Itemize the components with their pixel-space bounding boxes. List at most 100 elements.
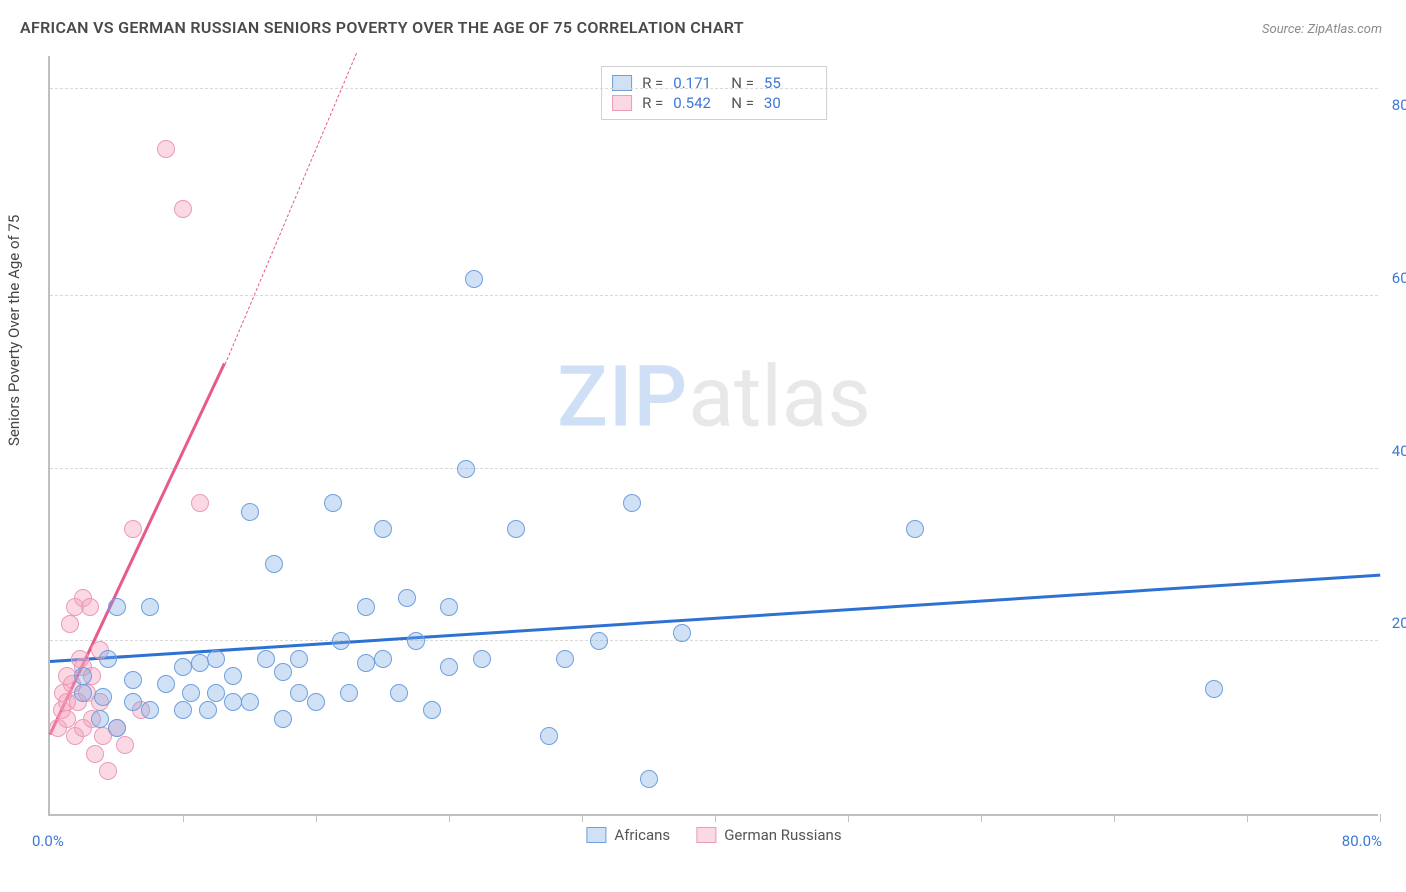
data-point-africans <box>324 494 342 512</box>
data-point-german_russians <box>86 745 104 763</box>
x-tick <box>1247 814 1248 822</box>
legend-item-africans: Africans <box>586 826 670 844</box>
swatch-german-russians <box>612 95 632 111</box>
data-point-africans <box>623 494 641 512</box>
data-point-africans <box>307 693 325 711</box>
data-point-africans <box>224 667 242 685</box>
data-point-africans <box>473 650 491 668</box>
trend-line <box>224 53 356 364</box>
data-point-africans <box>1205 680 1223 698</box>
data-point-africans <box>640 770 658 788</box>
data-point-africans <box>157 675 175 693</box>
data-point-africans <box>274 710 292 728</box>
data-point-africans <box>290 650 308 668</box>
data-point-africans <box>556 650 574 668</box>
data-point-africans <box>457 460 475 478</box>
data-point-africans <box>407 632 425 650</box>
data-point-africans <box>74 684 92 702</box>
x-tick <box>715 814 716 822</box>
y-axis-title: Seniors Poverty Over the Age of 75 <box>5 215 23 446</box>
data-point-africans <box>374 520 392 538</box>
x-tick <box>981 814 982 822</box>
stat-r-german-russians: 0.542 <box>673 94 721 112</box>
stat-n-africans: 55 <box>764 74 812 92</box>
data-point-africans <box>257 650 275 668</box>
data-point-africans <box>224 693 242 711</box>
watermark-zip: ZIP <box>557 348 688 447</box>
data-point-africans <box>141 701 159 719</box>
data-point-africans <box>241 503 259 521</box>
data-point-german_russians <box>124 520 142 538</box>
scatter-plot-area: ZIPatlas R = 0.171 N = 55 R = 0.542 N = … <box>48 56 1378 816</box>
x-tick <box>316 814 317 822</box>
data-point-africans <box>141 598 159 616</box>
data-point-africans <box>357 598 375 616</box>
data-point-africans <box>357 654 375 672</box>
data-point-africans <box>74 667 92 685</box>
data-point-africans <box>91 710 109 728</box>
swatch-africans <box>586 827 606 843</box>
data-point-africans <box>207 650 225 668</box>
data-point-africans <box>174 658 192 676</box>
data-point-german_russians <box>61 615 79 633</box>
data-point-africans <box>673 624 691 642</box>
data-point-africans <box>124 693 142 711</box>
x-tick <box>582 814 583 822</box>
stat-n-label: N = <box>731 74 754 92</box>
data-point-german_russians <box>174 200 192 218</box>
source-name: ZipAtlas.com <box>1307 22 1382 37</box>
gridline-h <box>50 468 1378 469</box>
stat-r-africans: 0.171 <box>673 74 721 92</box>
data-point-africans <box>108 598 126 616</box>
x-axis-origin-label: 0.0% <box>32 832 64 850</box>
data-point-africans <box>590 632 608 650</box>
data-point-africans <box>174 701 192 719</box>
data-point-africans <box>340 684 358 702</box>
swatch-german-russians <box>696 827 716 843</box>
gridline-h <box>50 640 1378 641</box>
x-tick <box>1114 814 1115 822</box>
x-axis-end-label: 80.0% <box>1342 832 1382 850</box>
data-point-africans <box>207 684 225 702</box>
data-point-africans <box>507 520 525 538</box>
x-tick <box>1380 814 1381 822</box>
data-point-africans <box>374 650 392 668</box>
data-point-africans <box>241 693 259 711</box>
data-point-africans <box>108 719 126 737</box>
y-tick-label: 40.0% <box>1392 442 1406 460</box>
source-prefix: Source: <box>1262 22 1307 37</box>
stat-r-label: R = <box>642 74 663 92</box>
data-point-africans <box>465 270 483 288</box>
stat-n-german-russians: 30 <box>764 94 812 112</box>
series-legend: Africans German Russians <box>586 826 841 844</box>
data-point-german_russians <box>58 710 76 728</box>
data-point-africans <box>390 684 408 702</box>
stat-n-label: N = <box>731 94 754 112</box>
y-tick-label: 20.0% <box>1392 614 1406 632</box>
watermark-atlas: atlas <box>688 348 871 447</box>
stats-row-german-russians: R = 0.542 N = 30 <box>612 93 812 113</box>
data-point-africans <box>274 663 292 681</box>
data-point-africans <box>99 650 117 668</box>
legend-label-german-russians: German Russians <box>724 826 841 844</box>
swatch-africans <box>612 75 632 91</box>
data-point-africans <box>199 701 217 719</box>
gridline-h <box>50 295 1378 296</box>
y-tick-label: 80.0% <box>1392 96 1406 114</box>
source-attribution: Source: ZipAtlas.com <box>1262 22 1382 37</box>
x-tick <box>848 814 849 822</box>
data-point-german_russians <box>191 494 209 512</box>
data-point-africans <box>290 684 308 702</box>
data-point-africans <box>906 520 924 538</box>
data-point-africans <box>332 632 350 650</box>
data-point-german_russians <box>157 140 175 158</box>
correlation-stats-legend: R = 0.171 N = 55 R = 0.542 N = 30 <box>601 66 827 120</box>
data-point-german_russians <box>99 762 117 780</box>
data-point-africans <box>191 654 209 672</box>
x-tick <box>449 814 450 822</box>
data-point-german_russians <box>116 736 134 754</box>
stats-row-africans: R = 0.171 N = 55 <box>612 73 812 93</box>
stat-r-label: R = <box>642 94 663 112</box>
x-tick <box>183 814 184 822</box>
data-point-africans <box>124 671 142 689</box>
